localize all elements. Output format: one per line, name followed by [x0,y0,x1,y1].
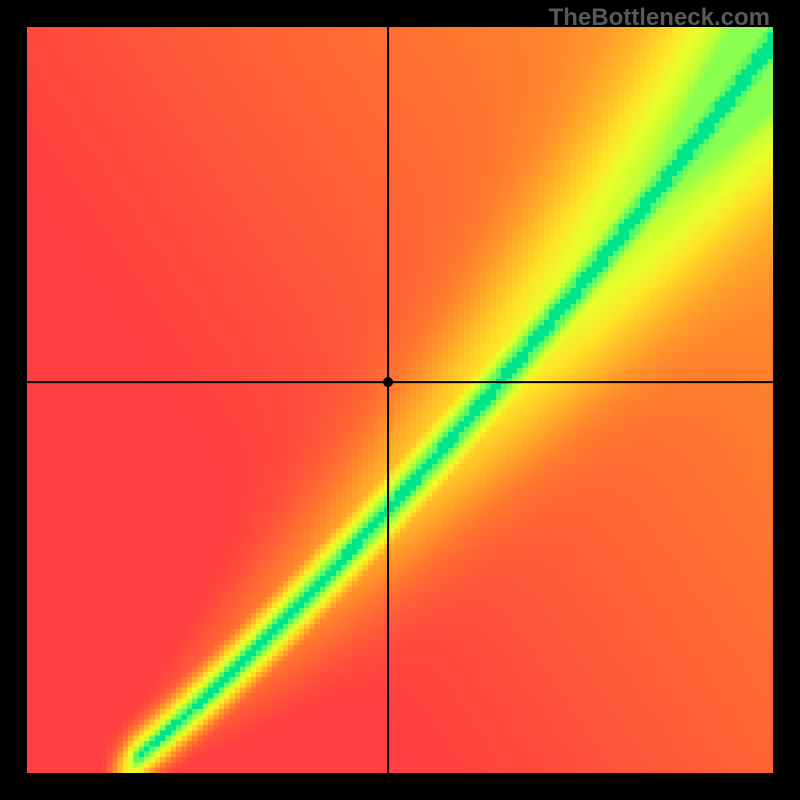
chart-container: TheBottleneck.com [0,0,800,800]
bottleneck-heatmap [27,27,773,773]
watermark-text: TheBottleneck.com [549,4,770,32]
